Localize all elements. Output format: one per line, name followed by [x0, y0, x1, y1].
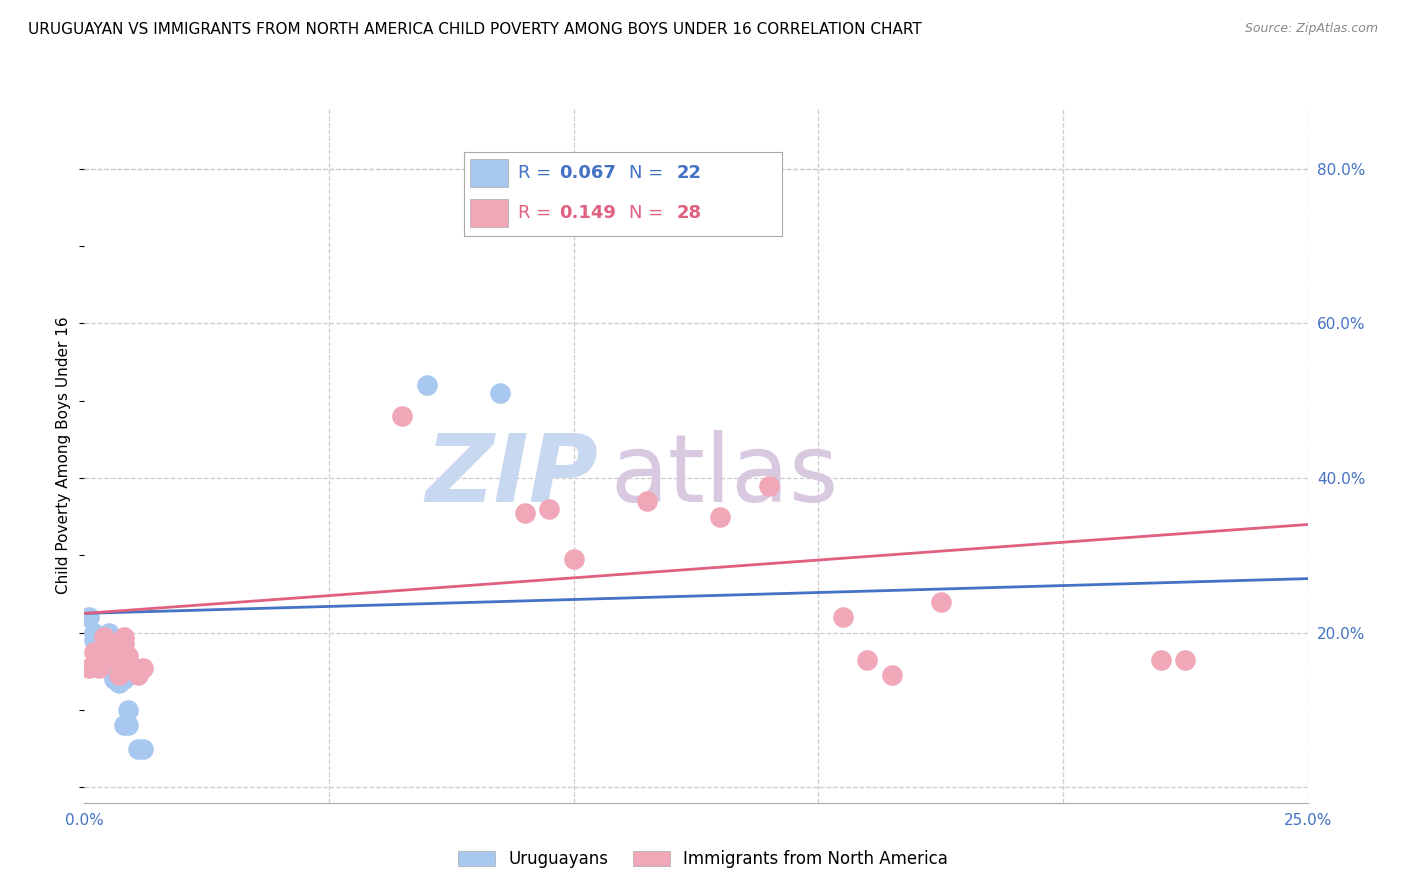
Text: 0.067: 0.067: [560, 164, 616, 182]
Text: atlas: atlas: [610, 430, 838, 522]
Point: [122, 665, 145, 679]
Point: [1174, 653, 1197, 667]
Point: [416, 378, 439, 392]
Point: [97, 625, 120, 640]
Point: [636, 494, 658, 508]
Point: [103, 637, 125, 651]
Point: [112, 718, 135, 732]
Point: [489, 386, 512, 401]
Text: ZIP: ZIP: [425, 430, 598, 522]
Point: [538, 502, 561, 516]
Point: [831, 610, 853, 624]
Point: [127, 668, 149, 682]
Point: [87, 645, 110, 659]
Point: [117, 703, 139, 717]
Point: [132, 741, 155, 756]
Point: [562, 552, 585, 566]
Point: [83, 633, 105, 648]
Point: [880, 668, 903, 682]
Text: 0.149: 0.149: [560, 204, 616, 222]
Point: [112, 672, 135, 686]
Point: [93, 645, 115, 659]
Y-axis label: Child Poverty Among Boys Under 16: Child Poverty Among Boys Under 16: [56, 316, 72, 594]
Point: [83, 645, 105, 659]
Point: [103, 653, 125, 667]
Text: N =: N =: [628, 204, 669, 222]
Point: [1150, 653, 1173, 667]
Point: [758, 479, 780, 493]
Point: [87, 653, 110, 667]
Point: [513, 506, 536, 520]
Point: [87, 645, 110, 659]
Text: 22: 22: [676, 164, 702, 182]
Point: [107, 668, 129, 682]
Legend: Uruguayans, Immigrants from North America: Uruguayans, Immigrants from North Americ…: [451, 844, 955, 875]
Point: [83, 625, 105, 640]
Text: Source: ZipAtlas.com: Source: ZipAtlas.com: [1244, 22, 1378, 36]
Bar: [470, 159, 508, 187]
Point: [97, 660, 120, 674]
Text: URUGUAYAN VS IMMIGRANTS FROM NORTH AMERICA CHILD POVERTY AMONG BOYS UNDER 16 COR: URUGUAYAN VS IMMIGRANTS FROM NORTH AMERI…: [28, 22, 922, 37]
Point: [709, 509, 731, 524]
Text: N =: N =: [628, 164, 669, 182]
Point: [112, 637, 135, 651]
Point: [117, 718, 139, 732]
Point: [107, 645, 129, 659]
Point: [117, 648, 139, 663]
Point: [127, 741, 149, 756]
Point: [103, 672, 125, 686]
Point: [77, 660, 100, 674]
Point: [122, 660, 145, 674]
Point: [112, 630, 135, 644]
Point: [93, 630, 115, 644]
Point: [856, 653, 879, 667]
Point: [391, 409, 413, 424]
Point: [97, 645, 120, 659]
Point: [929, 595, 952, 609]
Point: [132, 660, 155, 674]
Bar: [470, 199, 508, 227]
Point: [103, 660, 125, 674]
Text: 28: 28: [676, 204, 702, 222]
Point: [107, 676, 129, 690]
Text: R =: R =: [517, 204, 557, 222]
Point: [87, 660, 110, 674]
Point: [77, 610, 100, 624]
Point: [93, 648, 115, 663]
Text: R =: R =: [517, 164, 557, 182]
